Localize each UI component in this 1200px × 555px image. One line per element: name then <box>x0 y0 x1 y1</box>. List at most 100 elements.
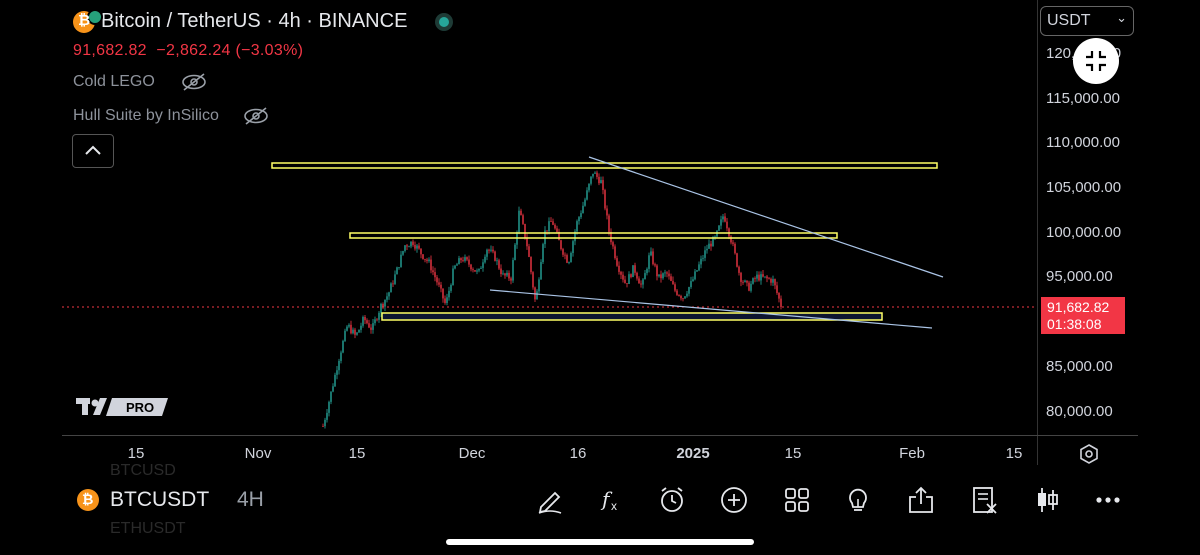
x-tick: 16 <box>569 445 587 462</box>
currency-select[interactable]: USDT ⌄ <box>1040 6 1134 36</box>
candle-body <box>738 266 740 273</box>
y-tick: 115,000.00 <box>1046 90 1120 107</box>
chart-type-icon[interactable] <box>1032 485 1062 515</box>
candles-layer <box>322 170 782 429</box>
resistance-zone[interactable] <box>271 162 938 169</box>
candle-body <box>352 329 354 334</box>
candle-body <box>778 292 780 299</box>
candle-body <box>340 352 342 361</box>
candle-body <box>402 251 404 255</box>
chart-settings-icon[interactable] <box>1078 443 1100 465</box>
candle-body <box>562 249 564 255</box>
candle-body <box>482 262 484 268</box>
candle-body <box>458 258 460 265</box>
ghost-symbol-above: BTCUSD <box>110 462 176 479</box>
home-indicator[interactable] <box>446 539 754 545</box>
layouts-icon[interactable] <box>782 485 812 515</box>
candle-body <box>502 273 504 275</box>
market-status-icon[interactable] <box>435 12 454 31</box>
candle-body <box>322 426 324 427</box>
candle-body <box>446 297 448 303</box>
candle-body <box>680 295 682 299</box>
candle-body <box>544 230 546 245</box>
symbol-title[interactable]: Bitcoin / TetherUS · 4h · BINANCE <box>73 8 454 33</box>
candle-body <box>416 245 418 249</box>
x-tick: 15 <box>784 445 802 462</box>
candle-body <box>532 272 534 288</box>
y-tick: 85,000.00 <box>1046 358 1113 375</box>
candle-body <box>428 259 430 261</box>
candle-body <box>328 401 330 413</box>
candle-body <box>398 267 400 268</box>
bitcoin-icon <box>73 8 103 33</box>
candle-body <box>586 190 588 200</box>
candle-body <box>512 260 514 281</box>
candle-body <box>754 278 756 279</box>
timeframe-button[interactable]: 4H <box>237 488 264 511</box>
indicator-hull-suite[interactable]: Hull Suite by InSilico <box>73 106 269 126</box>
candle-body <box>714 236 716 238</box>
candle-body <box>390 283 392 293</box>
candle-body <box>668 273 670 277</box>
candle-body <box>490 249 492 251</box>
candle-body <box>604 190 606 209</box>
candle-body <box>678 294 680 296</box>
exit-fullscreen-button[interactable] <box>1073 38 1119 84</box>
candle-body <box>522 215 524 224</box>
collapse-legend-button[interactable] <box>72 134 114 168</box>
candle-body <box>472 269 474 271</box>
candle-body <box>486 249 488 257</box>
candle-body <box>566 255 568 263</box>
candle-body <box>452 268 454 286</box>
candle-body <box>652 251 654 265</box>
candle-body <box>424 258 426 260</box>
candle-body <box>464 257 466 261</box>
pro-badge: PRO <box>126 400 154 415</box>
ideas-icon[interactable] <box>843 485 873 515</box>
falling-trendline[interactable] <box>588 156 944 278</box>
support-zone[interactable] <box>381 312 883 321</box>
candle-body <box>748 282 750 291</box>
symbol-search-button[interactable]: BTCUSDT <box>110 488 210 511</box>
alert-icon[interactable] <box>657 485 687 515</box>
candle-body <box>364 316 366 321</box>
candle-body <box>712 237 714 247</box>
draw-icon[interactable] <box>535 485 565 515</box>
tradingview-logo: PRO <box>76 398 168 416</box>
candle-body <box>772 279 774 283</box>
price-chart[interactable] <box>0 0 1037 435</box>
candle-body <box>590 176 592 184</box>
currency-label: USDT <box>1047 12 1091 29</box>
candle-body <box>582 205 584 214</box>
candle-body <box>504 273 506 276</box>
candle-body <box>442 288 444 299</box>
eye-off-icon[interactable] <box>243 106 269 126</box>
share-icon[interactable] <box>906 485 936 515</box>
indicators-icon[interactable]: f x <box>596 485 626 515</box>
candle-body <box>704 250 706 258</box>
candle-body <box>518 210 520 233</box>
candle-body <box>644 273 646 280</box>
lower-trendline[interactable] <box>489 289 933 329</box>
candle-body <box>536 291 538 300</box>
y-tick: 110,000.00 <box>1046 134 1120 151</box>
candle-body <box>720 219 722 226</box>
candle-body <box>492 249 494 252</box>
candle-body <box>730 236 732 243</box>
x-tick: 15 <box>348 445 366 462</box>
order-icon[interactable] <box>969 485 999 515</box>
current-price-value: 91,682.82 <box>1047 299 1110 315</box>
indicator-cold-lego[interactable]: Cold LEGO <box>73 72 207 92</box>
x-tick: 15 <box>127 445 145 462</box>
candle-body <box>366 320 368 324</box>
candle-body <box>674 284 676 291</box>
range-high-zone[interactable] <box>349 232 838 239</box>
ghost-symbol-below: ETHUSDT <box>110 520 186 537</box>
candle-body <box>436 277 438 283</box>
candle-body <box>732 242 734 244</box>
add-icon[interactable] <box>719 485 749 515</box>
y-tick: 80,000.00 <box>1046 403 1113 420</box>
eye-off-icon[interactable] <box>181 72 207 92</box>
candle-body <box>362 316 364 326</box>
more-icon[interactable] <box>1093 485 1123 515</box>
